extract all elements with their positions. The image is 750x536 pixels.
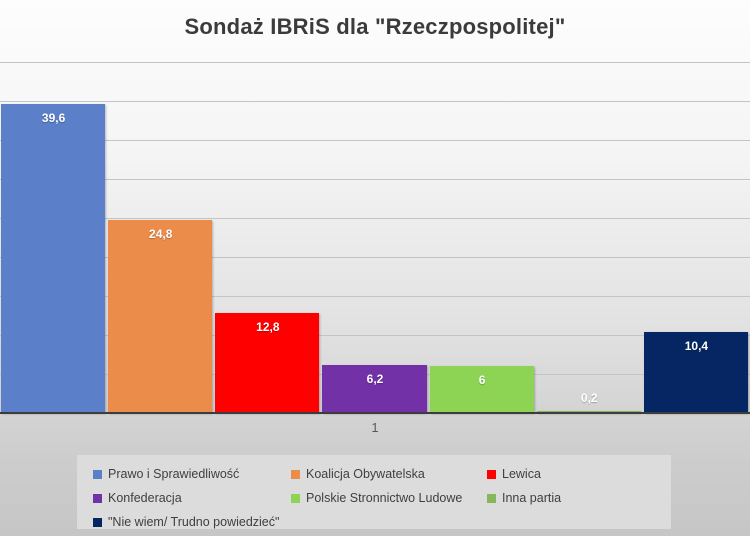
gridline	[0, 140, 750, 141]
chart-title: Sondaż IBRiS dla "Rzeczpospolitej"	[184, 14, 566, 39]
legend-item: Prawo i Sprawiedliwość	[93, 467, 291, 481]
legend-swatch-icon	[291, 493, 300, 503]
x-axis-tick-label: 1	[371, 420, 379, 435]
gridline	[0, 335, 750, 336]
bar-2	[108, 219, 213, 413]
bar-value-label: 6,2	[366, 371, 384, 386]
legend-label: Inna partia	[502, 491, 562, 505]
legend-swatch-icon	[487, 469, 496, 479]
legend-label: Polskie Stronnictwo Ludowe	[306, 491, 463, 505]
bar-7	[643, 331, 748, 413]
gridline	[0, 296, 750, 297]
gridline	[0, 179, 750, 180]
gridline	[0, 62, 750, 63]
legend-swatch-icon	[93, 517, 102, 527]
bar-value-label: 6	[478, 373, 486, 388]
legend-label: Lewica	[502, 467, 541, 481]
gridline	[0, 218, 750, 219]
bar-value-label: 0,2	[580, 391, 598, 406]
bar-value-label: 39,6	[41, 111, 66, 126]
legend-swatch-icon	[487, 493, 496, 503]
legend: Prawo i Sprawiedliwość Koalicja Obywatels…	[77, 455, 671, 529]
x-axis-line	[0, 411, 750, 414]
bar-5	[429, 366, 534, 413]
bar-1	[1, 104, 106, 413]
bar-value-label: 24,8	[149, 226, 173, 241]
plot-area: 39,6 24,8 12,8 6,2 6 0,2 10,4	[0, 62, 750, 414]
legend-swatch-icon	[93, 493, 102, 503]
legend-item: "Nie wiem/ Trudno powiedzieć"	[93, 515, 291, 529]
bar-4	[322, 364, 427, 413]
legend-item: Lewica	[487, 467, 671, 481]
legend-label: Koalicja Obywatelska	[306, 467, 425, 481]
legend-item: Polskie Stronnictwo Ludowe	[291, 491, 487, 505]
bar-value-label: 10,4	[684, 338, 709, 353]
gridline	[0, 101, 750, 102]
legend-item: Koalicja Obywatelska	[291, 467, 487, 481]
legend-swatch-icon	[291, 469, 300, 479]
legend-item: Inna partia	[487, 491, 671, 505]
legend-item: Konfederacja	[93, 491, 291, 505]
bar-3	[215, 313, 320, 413]
legend-label: Konfederacja	[108, 491, 182, 505]
legend-swatch-icon	[93, 469, 102, 479]
legend-label: "Nie wiem/ Trudno powiedzieć"	[108, 515, 280, 529]
legend-label: Prawo i Sprawiedliwość	[108, 467, 240, 481]
bar-value-label: 12,8	[256, 320, 280, 335]
gridline	[0, 257, 750, 258]
